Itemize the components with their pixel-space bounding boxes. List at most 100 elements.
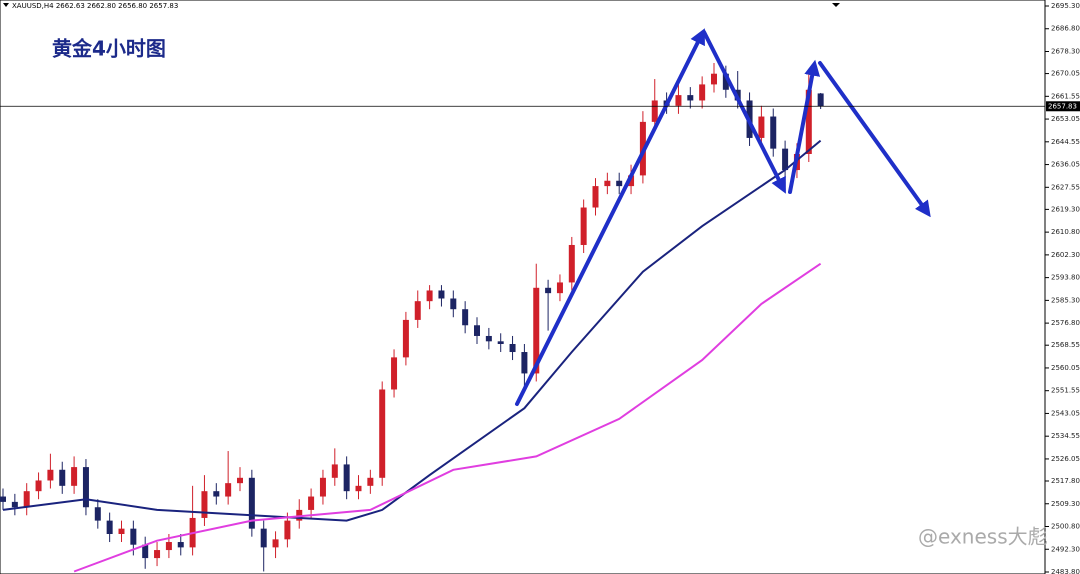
- trend-arrows: [515, 28, 931, 406]
- y-tick-label: 2500.80: [1051, 523, 1080, 531]
- y-tick-label: 2644.55: [1051, 138, 1080, 146]
- candle-body: [580, 207, 587, 245]
- candle-body: [414, 301, 421, 320]
- candle-body: [699, 84, 706, 101]
- candle-body: [722, 73, 729, 90]
- y-tick-label: 2593.80: [1051, 274, 1080, 282]
- y-tick-label: 2492.30: [1051, 545, 1080, 553]
- y-tick-label: 2636.05: [1051, 161, 1080, 169]
- marks: [0, 63, 824, 573]
- y-tick-label: 2653.05: [1051, 115, 1080, 123]
- candle-body: [782, 148, 789, 171]
- y-tick-label: 2619.30: [1051, 205, 1080, 213]
- candle-body: [260, 528, 267, 548]
- price-label: 2657.83: [1048, 102, 1077, 110]
- candle-body: [604, 180, 611, 187]
- candle-body: [142, 544, 149, 559]
- candle-body: [11, 501, 18, 508]
- candle-body: [379, 389, 386, 478]
- candle-body: [556, 282, 563, 294]
- candle-body: [450, 298, 457, 310]
- arrow: [818, 61, 931, 218]
- y-tick-label: 2610.80: [1051, 228, 1080, 236]
- y-tick-label: 2661.55: [1051, 92, 1080, 100]
- candle-body: [47, 469, 54, 481]
- candle-body: [711, 73, 717, 85]
- candle-body: [237, 477, 243, 484]
- candle-body: [438, 290, 445, 299]
- candle-body: [118, 528, 125, 534]
- candle-body: [616, 180, 623, 187]
- candle-body: [770, 116, 777, 149]
- candle-body: [462, 309, 469, 326]
- arrow: [702, 30, 786, 194]
- candle-body: [296, 509, 303, 521]
- candle-body: [284, 520, 291, 540]
- candle-body: [391, 357, 398, 390]
- candle-body: [35, 480, 42, 492]
- candle-body: [213, 491, 220, 497]
- y-tick-label: 2483.80: [1051, 568, 1080, 574]
- candle-body: [343, 464, 350, 492]
- candle-body: [82, 467, 89, 508]
- candle-body: [592, 186, 599, 208]
- y-tick-label: 2526.05: [1051, 455, 1080, 463]
- candle-body: [94, 507, 101, 521]
- price-label-bg: [1046, 101, 1080, 112]
- y-tick-label: 2627.55: [1051, 183, 1080, 191]
- candle-body: [272, 539, 279, 548]
- candle-body: [402, 319, 409, 358]
- candle-body: [248, 477, 255, 529]
- candle-body: [628, 175, 635, 187]
- candle-body: [675, 95, 682, 106]
- candle-body: [545, 287, 552, 294]
- y-tick-label: 2517.80: [1051, 477, 1080, 485]
- arrow: [515, 28, 705, 406]
- y-tick-label: 2568.55: [1051, 341, 1080, 349]
- y-tick-label: 2551.55: [1051, 387, 1080, 395]
- y-tick-label: 2695.30: [1051, 2, 1080, 10]
- candle-body: [485, 335, 492, 342]
- candle-body: [201, 491, 208, 518]
- candle-body: [355, 485, 362, 492]
- candle-body: [758, 116, 765, 138]
- candle-body: [817, 93, 824, 107]
- y-tick-label: 2602.30: [1051, 251, 1080, 259]
- candle-body: [154, 550, 161, 559]
- candle-body: [308, 496, 315, 510]
- plot-area: [0, 0, 1046, 574]
- candle-body: [165, 542, 172, 551]
- candle-body: [0, 496, 6, 502]
- y-tick-label: 2560.05: [1051, 364, 1080, 372]
- y-tick-label: 2576.80: [1051, 319, 1080, 327]
- candle-body: [71, 467, 78, 486]
- candle-body: [177, 542, 184, 548]
- candle-body: [319, 477, 326, 497]
- moving-average: [2, 139, 822, 522]
- watermark: @exness大彪: [918, 525, 1048, 549]
- y-tick-label: 2543.05: [1051, 409, 1080, 417]
- y-tick-label: 2670.05: [1051, 70, 1080, 78]
- candle-body: [474, 325, 480, 336]
- y-tick-label: 2678.30: [1051, 47, 1080, 55]
- candle-body: [651, 100, 658, 122]
- candle-body: [23, 491, 30, 508]
- y-tick-label: 2686.80: [1051, 25, 1080, 33]
- candle-body: [106, 520, 113, 534]
- moving-average: [73, 262, 822, 573]
- y-tick-label: 2534.55: [1051, 432, 1080, 440]
- candle-body: [367, 477, 374, 486]
- y-tick-label: 2585.30: [1051, 296, 1080, 304]
- candle-body: [568, 244, 575, 283]
- candle-body: [497, 341, 504, 344]
- candle-body: [130, 528, 137, 545]
- candle-body: [331, 464, 338, 478]
- y-tick-label: 2509.30: [1051, 500, 1080, 508]
- candle-body: [426, 290, 433, 302]
- symbol-header: XAUUSD,H4 2662.63 2662.80 2656.80 2657.8…: [12, 2, 178, 10]
- candle-body: [805, 89, 812, 154]
- candle-body: [509, 343, 516, 353]
- shift-marker: [832, 3, 840, 7]
